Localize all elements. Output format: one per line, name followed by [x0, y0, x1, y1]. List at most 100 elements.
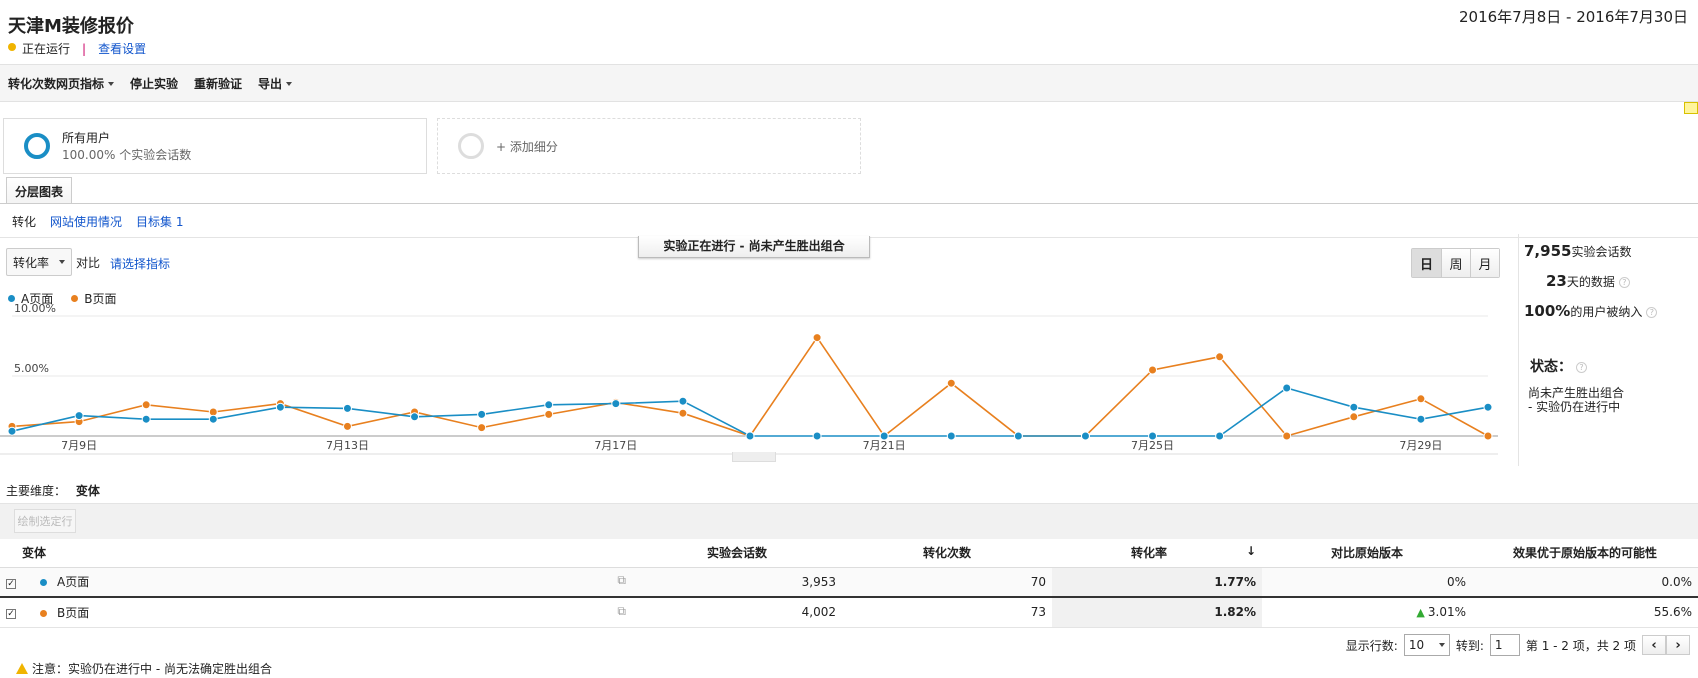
- series-line-b: [11, 336, 1489, 438]
- series-dot-icon: [40, 579, 47, 587]
- plot-rows-button[interactable]: 绘制选定行: [14, 509, 76, 533]
- granularity-toggle: 日 周 月: [1411, 248, 1500, 278]
- metric-select-value: 转化率: [13, 255, 50, 270]
- vs-cell: 0%: [1262, 567, 1472, 598]
- page-range: 第 1 - 2 项，共 2 项: [1525, 638, 1636, 653]
- segment-all-users[interactable]: 所有用户 100.00% 个实验会话数: [3, 118, 427, 174]
- tab-hierarchy-chart[interactable]: 分层图表: [6, 177, 73, 204]
- subtab-site-usage[interactable]: 网站使用情况: [50, 215, 123, 229]
- line-chart: 10.00% 5.00% 7月9日 7月13日 7月17日 7月21日 7月25日 7月29日: [0, 302, 1498, 455]
- page-title: 天津M装修报价: [8, 16, 134, 37]
- data-point-a: [611, 399, 621, 409]
- days-label: 天的数据: [1566, 275, 1615, 289]
- col-probability[interactable]: 效果优于原始版本的可能性: [1472, 539, 1698, 568]
- variant-name[interactable]: B页面: [57, 605, 90, 620]
- data-point-a: [1416, 414, 1426, 424]
- rate-cell: 1.77%: [1052, 567, 1262, 598]
- export-label: 导出: [258, 76, 283, 91]
- view-settings-link[interactable]: 查看设置: [98, 42, 147, 56]
- row-checkbox[interactable]: ✓: [6, 609, 16, 620]
- help-icon[interactable]: ?: [1576, 362, 1587, 373]
- col-sessions[interactable]: 实验会话数: [632, 539, 842, 568]
- choose-metric-link[interactable]: 请选择指标: [110, 257, 171, 271]
- col-conversions[interactable]: 转化次数: [842, 539, 1052, 568]
- export-menu[interactable]: 导出: [258, 75, 293, 92]
- dimension-value[interactable]: 变体: [75, 484, 100, 498]
- experiment-banner: 实验正在进行 - 尚未产生胜出组合: [638, 236, 870, 258]
- data-point-a: [74, 411, 84, 421]
- open-page-icon[interactable]: ⧉: [617, 573, 626, 588]
- data-point-a: [208, 414, 218, 424]
- month-button[interactable]: 月: [1470, 249, 1499, 277]
- table-row: ✓ A页面 ⧉ 3,953 70 1.77% 0% 0.0%: [0, 567, 1698, 598]
- day-button[interactable]: 日: [1412, 249, 1441, 277]
- x-tick-label: 7月9日: [61, 439, 97, 452]
- vs-value: 3.01%: [1427, 605, 1466, 620]
- experiment-status: 正在运行 | 查看设置: [8, 40, 146, 57]
- open-page-icon[interactable]: ⧉: [617, 603, 626, 618]
- stop-experiment-button[interactable]: 停止实验: [130, 76, 179, 91]
- legend-item-b[interactable]: B页面: [71, 290, 116, 307]
- rows-per-page-select[interactable]: 10: [1403, 634, 1450, 656]
- data-point-a: [544, 400, 554, 410]
- legend-label: A页面: [21, 292, 54, 306]
- legend-item-a[interactable]: A页面: [8, 290, 53, 307]
- date-range-picker[interactable]: 2016年7月8日 - 2016年7月30日: [1458, 8, 1688, 26]
- legend-dot-icon: [8, 295, 15, 302]
- col-rate[interactable]: 转化率 ↓: [1052, 539, 1262, 568]
- metric-select[interactable]: 转化率: [6, 248, 72, 276]
- status-title: 状态：: [1530, 359, 1572, 375]
- series-dot-icon: [40, 609, 47, 617]
- data-point-b: [544, 409, 554, 419]
- subtab-goal-set[interactable]: 目标集 1: [136, 215, 184, 229]
- data-point-b: [1349, 412, 1359, 422]
- data-point-b: [1148, 365, 1158, 375]
- collapse-chart-handle[interactable]: [732, 452, 776, 462]
- add-segment-button[interactable]: + 添加细分: [437, 118, 861, 174]
- data-point-a: [812, 431, 822, 441]
- variant-name[interactable]: A页面: [57, 575, 90, 590]
- segment-title: 所有用户: [62, 131, 111, 145]
- sticky-note-icon[interactable]: [1684, 102, 1698, 114]
- metric-menu-label: 转化次数网页指标: [8, 76, 105, 91]
- primary-dimension: 主要维度： 变体: [6, 482, 100, 499]
- help-icon[interactable]: ?: [1646, 307, 1658, 318]
- data-point-a: [1282, 383, 1292, 393]
- goto-label: 转到:: [1455, 638, 1484, 653]
- data-point-a: [879, 431, 889, 441]
- pagination: 显示行数: 10 转到: 1 第 1 - 2 项，共 2 项 ‹ ›: [1346, 634, 1690, 656]
- chevron-down-icon: [1438, 643, 1445, 647]
- data-point-a: [1080, 431, 1090, 441]
- days-value: 23: [1546, 272, 1567, 290]
- variant-cell: A页面 ⧉: [22, 567, 632, 598]
- running-status-dot: [8, 42, 16, 51]
- table-header-row: 变体 实验会话数 转化次数 转化率 ↓ 对比原始版本 效果优于原始版本的可能性: [0, 539, 1698, 568]
- chevron-down-icon: [108, 82, 115, 86]
- col-variant[interactable]: 变体: [22, 539, 632, 568]
- prev-page-button[interactable]: ‹: [1642, 635, 1666, 655]
- variant-cell: B页面 ⧉: [22, 597, 632, 628]
- goto-input[interactable]: 1: [1489, 634, 1520, 656]
- table-toolbar: [0, 503, 1698, 539]
- row-checkbox[interactable]: ✓: [6, 578, 16, 589]
- data-point-b: [1215, 352, 1225, 362]
- revalidate-button[interactable]: 重新验证: [194, 76, 243, 91]
- next-page-button[interactable]: ›: [1666, 635, 1690, 655]
- vs-label: 对比: [76, 256, 101, 270]
- sort-arrow-icon: ↓: [1245, 544, 1256, 559]
- subtab-conversion[interactable]: 转化: [12, 215, 37, 229]
- rows-value: 10: [1408, 638, 1425, 652]
- data-point-a: [1215, 431, 1225, 441]
- experiment-note: 注意：实验仍在进行中 - 尚无法确定胜出组合: [16, 660, 272, 677]
- probability-cell: 0.0%: [1472, 567, 1698, 598]
- x-tick-label: 7月25日: [1131, 439, 1174, 452]
- conversions-cell: 70: [842, 567, 1052, 598]
- help-icon[interactable]: ?: [1618, 277, 1630, 288]
- col-vs-original[interactable]: 对比原始版本: [1262, 539, 1472, 568]
- week-button[interactable]: 周: [1441, 249, 1470, 277]
- sessions-cell: 3,953: [632, 567, 842, 598]
- metric-menu[interactable]: 转化次数网页指标: [8, 75, 115, 92]
- rows-label: 显示行数:: [1345, 638, 1398, 653]
- legend-dot-icon: [71, 295, 79, 302]
- subtabs: 转化 网站使用情况 目标集 1: [12, 213, 183, 230]
